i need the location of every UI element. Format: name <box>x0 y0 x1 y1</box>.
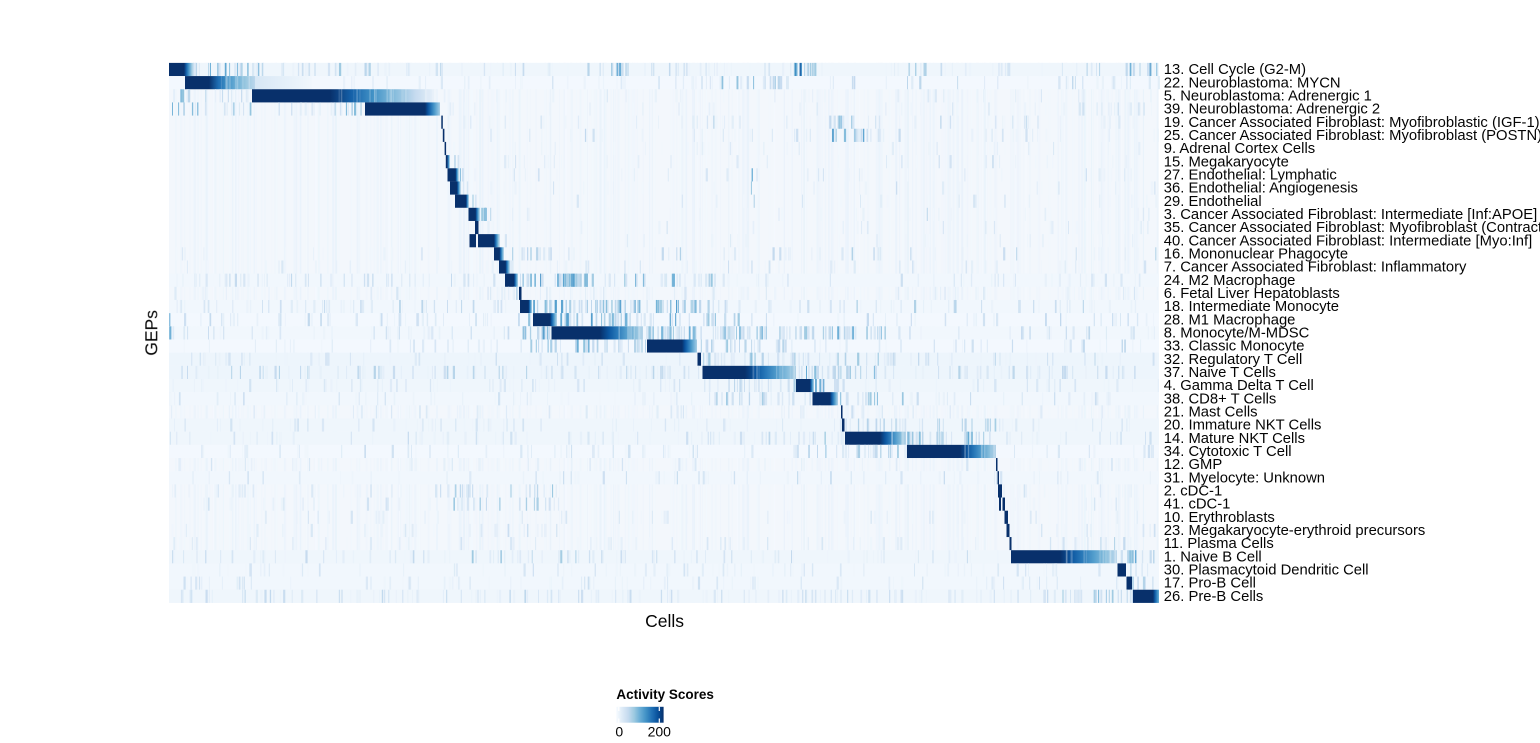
svg-text:19. Cancer Associated Fibrobla: 19. Cancer Associated Fibroblast: Myofib… <box>1164 115 1540 131</box>
svg-text:39. Neuroblastoma: Adrenergic: 39. Neuroblastoma: Adrenergic 2 <box>1164 102 1380 118</box>
svg-text:31. Myelocyte: Unknown: 31. Myelocyte: Unknown <box>1164 470 1325 486</box>
svg-text:37. Naive T Cells: 37. Naive T Cells <box>1164 365 1276 381</box>
svg-text:13. Cell Cycle (G2-M): 13. Cell Cycle (G2-M) <box>1164 62 1306 78</box>
svg-text:27. Endothelial: Lymphatic: 27. Endothelial: Lymphatic <box>1164 168 1338 184</box>
svg-text:35. Cancer Associated Fibrobla: 35. Cancer Associated Fibroblast: Myofib… <box>1164 220 1540 236</box>
svg-text:41. cDC-1: 41. cDC-1 <box>1164 497 1231 513</box>
svg-text:23. Megakaryocyte-erythroid pr: 23. Megakaryocyte-erythroid precursors <box>1164 523 1426 539</box>
svg-text:15. Megakaryocyte: 15. Megakaryocyte <box>1164 154 1289 170</box>
svg-text:200: 200 <box>648 724 672 740</box>
svg-text:32. Regulatory T Cell: 32. Regulatory T Cell <box>1164 352 1302 368</box>
svg-text:9. Adrenal Cortex Cells: 9. Adrenal Cortex Cells <box>1164 141 1315 157</box>
svg-text:12. GMP: 12. GMP <box>1164 457 1223 473</box>
svg-text:34. Cytotoxic T Cell: 34. Cytotoxic T Cell <box>1164 444 1292 460</box>
svg-text:5. Neuroblastoma: Adrenergic 1: 5. Neuroblastoma: Adrenergic 1 <box>1164 88 1372 104</box>
svg-text:21. Mast Cells: 21. Mast Cells <box>1164 405 1258 421</box>
svg-text:33. Classic Monocyte: 33. Classic Monocyte <box>1164 339 1305 355</box>
svg-text:40. Cancer Associated Fibrobla: 40. Cancer Associated Fibroblast: Interm… <box>1164 233 1532 249</box>
svg-text:GEPs: GEPs <box>141 310 161 356</box>
svg-text:28. M1 Macrophage: 28. M1 Macrophage <box>1164 312 1296 328</box>
svg-text:14. Mature NKT Cells: 14. Mature NKT Cells <box>1164 431 1305 447</box>
svg-text:6. Fetal Liver Hepatoblasts: 6. Fetal Liver Hepatoblasts <box>1164 286 1340 302</box>
svg-text:7. Cancer Associated Fibroblas: 7. Cancer Associated Fibroblast: Inflamm… <box>1164 260 1467 276</box>
svg-text:16. Mononuclear Phagocyte: 16. Mononuclear Phagocyte <box>1164 247 1348 263</box>
svg-text:20. Immature NKT Cells: 20. Immature NKT Cells <box>1164 418 1322 434</box>
svg-text:22. Neuroblastoma: MYCN: 22. Neuroblastoma: MYCN <box>1164 75 1341 91</box>
svg-text:Cells: Cells <box>645 611 684 631</box>
svg-text:0: 0 <box>615 724 623 740</box>
svg-text:4. Gamma Delta T Cell: 4. Gamma Delta T Cell <box>1164 378 1314 394</box>
svg-text:3. Cancer Associated Fibroblas: 3. Cancer Associated Fibroblast: Interme… <box>1164 207 1537 223</box>
svg-text:30. Plasmacytoid Dendritic Cel: 30. Plasmacytoid Dendritic Cell <box>1164 563 1369 579</box>
svg-text:8. Monocyte/M-MDSC: 8. Monocyte/M-MDSC <box>1164 326 1310 342</box>
svg-text:38. CD8+ T Cells: 38. CD8+ T Cells <box>1164 391 1277 407</box>
svg-text:11. Plasma Cells: 11. Plasma Cells <box>1164 536 1274 552</box>
svg-text:1. Naive B Cell: 1. Naive B Cell <box>1164 549 1262 565</box>
svg-text:10. Erythroblasts: 10. Erythroblasts <box>1164 510 1275 526</box>
svg-text:Activity Scores: Activity Scores <box>616 687 714 702</box>
svg-text:17. Pro-B Cell: 17. Pro-B Cell <box>1164 576 1256 592</box>
svg-text:29. Endothelial: 29. Endothelial <box>1164 194 1262 210</box>
svg-text:25. Cancer Associated Fibrobla: 25. Cancer Associated Fibroblast: Myofib… <box>1164 128 1540 144</box>
svg-text:26. Pre-B Cells: 26. Pre-B Cells <box>1164 589 1264 605</box>
svg-text:24. M2 Macrophage: 24. M2 Macrophage <box>1164 273 1296 289</box>
svg-text:18. Intermediate Monocyte: 18. Intermediate Monocyte <box>1164 299 1339 315</box>
svg-text:2. cDC-1: 2. cDC-1 <box>1164 484 1222 500</box>
svg-text:36. Endothelial: Angiogenesis: 36. Endothelial: Angiogenesis <box>1164 181 1358 197</box>
